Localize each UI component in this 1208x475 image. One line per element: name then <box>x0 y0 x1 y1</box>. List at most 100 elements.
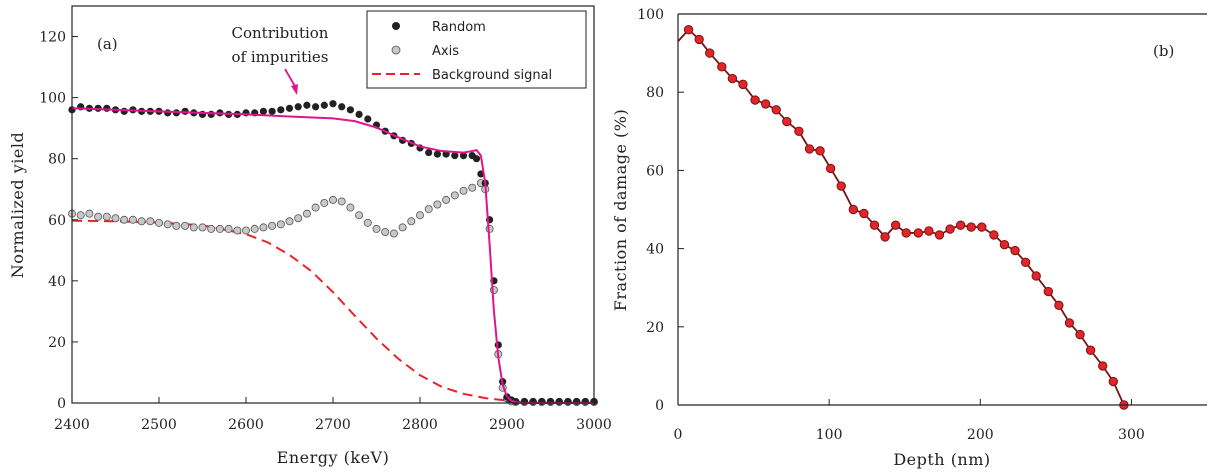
axis-point <box>137 217 146 226</box>
x-tick-label-b: 100 <box>816 427 843 443</box>
axis-point <box>415 211 424 220</box>
damage-point <box>738 79 748 90</box>
axis-point <box>224 224 233 233</box>
damage-point <box>804 144 815 154</box>
damage-point <box>999 239 1010 250</box>
axis-point <box>424 205 433 214</box>
random-point <box>329 100 337 108</box>
damage-point <box>945 224 955 234</box>
damage-point <box>924 226 934 236</box>
legend-background-label: Background signal <box>432 68 552 83</box>
random-point <box>277 106 285 114</box>
x-tick-label-a: 2700 <box>315 417 351 433</box>
panel-b-label: (b) <box>1153 42 1174 60</box>
damage-point <box>1010 245 1020 256</box>
y-tick-label-a: 80 <box>48 152 66 168</box>
legend-axis-label: Axis <box>432 44 459 59</box>
damage-point <box>1031 271 1041 281</box>
background-signal-line <box>71 219 529 404</box>
axis-point <box>233 226 242 235</box>
panel-a: 2400 2500 2600 2700 2800 2900 3000 0 20 40 60 80 100… <box>8 5 612 467</box>
damage-point <box>1108 376 1118 387</box>
damage-point <box>760 99 771 109</box>
random-point <box>303 101 311 109</box>
damage-point <box>848 204 859 215</box>
random-point <box>120 107 128 115</box>
axis-point <box>363 218 372 227</box>
damage-point <box>771 105 781 115</box>
damage-point <box>955 220 966 230</box>
damage-point <box>880 232 890 242</box>
random-point <box>164 109 172 117</box>
x-tick-label-a: 2600 <box>228 417 264 433</box>
y-tick-label-a: 120 <box>39 30 66 46</box>
random-point <box>472 155 481 163</box>
random-point <box>364 115 372 123</box>
random-point <box>459 152 468 160</box>
axis-point <box>76 211 85 220</box>
axis-point <box>398 223 407 232</box>
axis-point <box>320 198 329 207</box>
panel-a-x-axis-label: Energy (keV) <box>277 448 390 467</box>
random-point <box>285 104 294 112</box>
axis-point <box>259 223 268 232</box>
x-tick-label-a: 3000 <box>576 417 612 433</box>
random-point <box>312 103 320 111</box>
damage-point <box>1098 361 1108 371</box>
random-point <box>346 106 354 114</box>
y-tick-label-b: 80 <box>646 85 664 101</box>
damage-point <box>1043 286 1054 297</box>
axis-point <box>250 224 259 233</box>
axis-point <box>372 224 381 233</box>
axis-point <box>381 227 390 236</box>
damage-point <box>859 208 869 219</box>
damage-point <box>836 181 846 191</box>
axis-point <box>172 221 181 230</box>
damage-point <box>815 146 825 156</box>
annotation-arrow-head <box>291 84 298 95</box>
axis-point <box>181 221 190 230</box>
annotation-line-2: of impurities <box>231 48 328 66</box>
axis-point <box>85 209 94 218</box>
axis-point <box>285 217 294 226</box>
axis-point <box>94 212 103 221</box>
axis-point <box>241 226 250 235</box>
x-tick-label-b: 300 <box>1118 427 1145 443</box>
legend-frame <box>366 10 587 89</box>
panel-b-marks <box>677 24 1129 410</box>
axis-point <box>302 209 311 218</box>
legend-axis-marker <box>391 45 401 55</box>
damage-point <box>1085 345 1096 355</box>
axis-point <box>468 183 477 192</box>
random-point <box>425 148 433 157</box>
axis-point <box>215 224 224 233</box>
random-point <box>320 101 328 109</box>
damage-point <box>825 163 836 174</box>
axis-point <box>198 223 207 232</box>
y-tick-label-a: 20 <box>48 335 66 351</box>
y-tick-label-b: 100 <box>637 7 664 23</box>
y-tick-label-a: 40 <box>48 274 66 290</box>
panel-a-marks <box>68 100 599 407</box>
axis-point <box>189 223 198 232</box>
y-tick-label-b: 40 <box>646 242 664 258</box>
panel-a-ticks: 2400 2500 2600 2700 2800 2900 3000 0 20 40 60 80 100… <box>39 30 612 433</box>
panel-a-label: (a) <box>97 35 118 53</box>
damage-point <box>1075 329 1085 340</box>
y-tick-label-b: 20 <box>646 320 664 336</box>
panel-b-y-axis-label: Fraction of damage (%) <box>611 109 630 311</box>
random-point <box>433 150 441 158</box>
damage-point <box>782 116 792 127</box>
y-tick-label-a: 0 <box>57 396 66 412</box>
axis-point <box>111 214 120 223</box>
annotation-arrow <box>284 68 297 89</box>
random-point <box>451 152 459 160</box>
x-tick-label-a: 2900 <box>489 417 525 433</box>
damage-point <box>705 48 715 58</box>
axis-point <box>459 186 468 195</box>
axis-point <box>328 195 337 204</box>
damage-point <box>683 24 694 35</box>
damage-point <box>1064 318 1075 328</box>
damage-point <box>794 126 804 137</box>
